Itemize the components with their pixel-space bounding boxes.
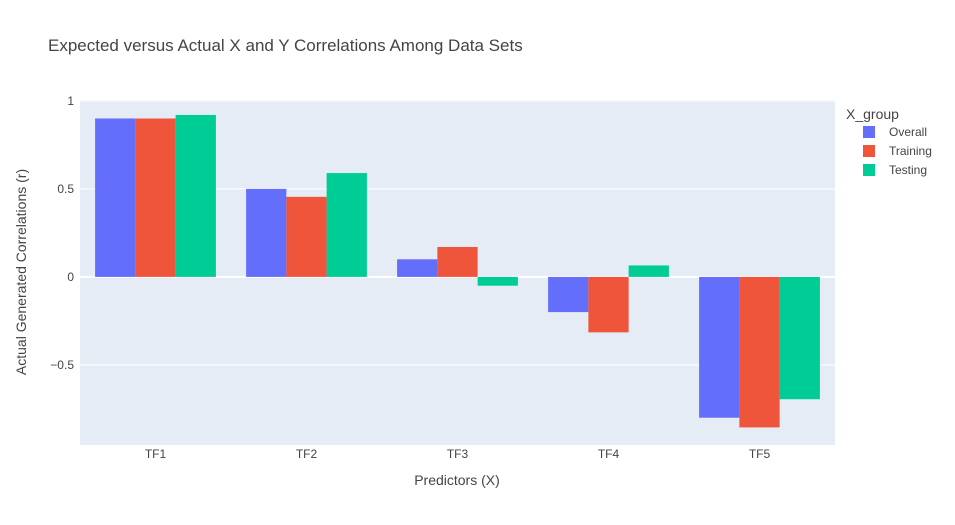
- legend-item-overall[interactable]: Overall: [863, 125, 927, 139]
- chart-title: Expected versus Actual X and Y Correlati…: [48, 36, 523, 55]
- bar-training-tf3[interactable]: [437, 246, 478, 277]
- legend-title: X_group: [846, 106, 899, 122]
- bar-training-tf2[interactable]: [286, 196, 327, 277]
- bar-training-tf5[interactable]: [739, 276, 780, 428]
- bar-testing-tf2[interactable]: [326, 173, 367, 277]
- x-tick-label: TF4: [598, 447, 620, 461]
- x-tick-label: TF3: [447, 447, 469, 461]
- y-tick-label: −0.5: [50, 358, 74, 372]
- bar-overall-tf2[interactable]: [246, 188, 287, 277]
- y-tick-label: 1: [67, 94, 74, 108]
- legend-item-testing[interactable]: Testing: [863, 163, 927, 177]
- x-axis-title: Predictors (X): [414, 472, 500, 488]
- bar-overall-tf1[interactable]: [95, 118, 136, 277]
- legend: X_group Overall Training Testing: [846, 106, 932, 177]
- bar-testing-tf4[interactable]: [628, 265, 669, 277]
- x-tick-label: TF2: [296, 447, 318, 461]
- y-tick-label: 0: [67, 270, 74, 284]
- legend-label: Testing: [889, 163, 927, 177]
- x-tick-label: TF5: [749, 447, 771, 461]
- x-axis-ticks: TF1 TF2 TF3 TF4 TF5: [145, 447, 771, 461]
- legend-item-training[interactable]: Training: [863, 144, 932, 158]
- bars: [95, 114, 820, 428]
- y-axis-ticks: 1 0.5 0 −0.5: [50, 94, 74, 372]
- bar-overall-tf4[interactable]: [548, 276, 589, 313]
- y-tick-label: 0.5: [57, 182, 74, 196]
- bar-testing-tf1[interactable]: [175, 114, 216, 277]
- bar-overall-tf5[interactable]: [699, 276, 740, 418]
- legend-label: Training: [889, 144, 932, 158]
- y-axis-title: Actual Generated Correlations (r): [13, 169, 29, 375]
- x-tick-label: TF1: [145, 447, 167, 461]
- legend-label: Overall: [889, 125, 927, 139]
- bar-overall-tf3[interactable]: [397, 259, 438, 277]
- bar-testing-tf3[interactable]: [477, 276, 518, 286]
- legend-swatch: [863, 126, 875, 138]
- bar-testing-tf5[interactable]: [779, 276, 820, 400]
- bar-training-tf1[interactable]: [135, 118, 176, 277]
- bar-training-tf4[interactable]: [588, 276, 629, 333]
- legend-swatch: [863, 145, 875, 157]
- legend-swatch: [863, 164, 875, 176]
